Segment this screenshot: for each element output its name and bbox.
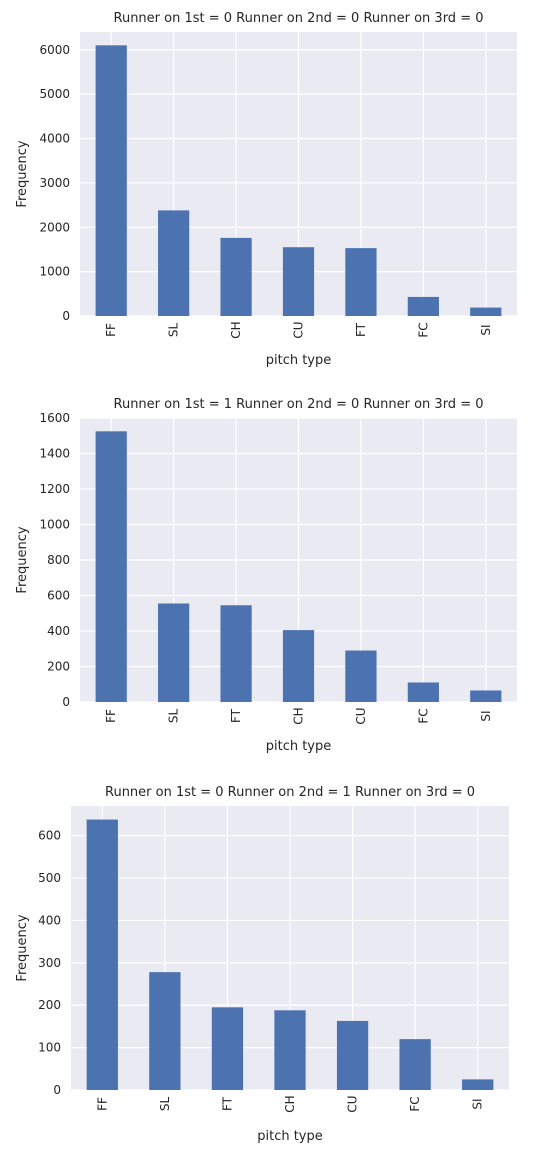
chart-1-xtick-label: FC: [416, 322, 430, 337]
chart-2-ytick-label: 1400: [39, 447, 70, 461]
chart-1-xtick-label: CU: [292, 321, 306, 338]
chart-1-ytick-label: 4000: [39, 132, 70, 146]
chart-1-ytick-label: 6000: [39, 43, 70, 57]
chart-2-ytick-label: 1200: [39, 482, 70, 496]
chart-3-ytick-label: 200: [38, 998, 61, 1012]
chart-2-ytick-label: 1600: [39, 411, 70, 425]
chart-2-xtick-label: SI: [479, 710, 493, 721]
chart-1-xlabel: pitch type: [266, 353, 332, 368]
chart-1-bar-fc: [407, 296, 439, 316]
chart-3-xtick-label: SL: [158, 1097, 172, 1112]
chart-3: 0 100 200 300 400 500 600 FF SL FT CH CU FC SI Runner …: [15, 785, 509, 1144]
chart-2-xtick-label: FF: [104, 709, 118, 723]
chart-1: 0 1000 2000 3000 4000 5000 6000 FF SL CH CU FT FC SI R…: [15, 11, 517, 368]
chart-1-bar-si: [470, 307, 502, 316]
chart-2-bar-cu: [345, 650, 377, 702]
chart-2-bar-ch: [282, 630, 315, 702]
chart-2-xtick-label: FC: [416, 708, 430, 723]
chart-1-xtick-label: SL: [167, 323, 181, 338]
chart-2-xtick-label: SL: [167, 709, 181, 724]
chart-3-bar-ft: [211, 1007, 244, 1090]
chart-2-bar-sl: [158, 603, 190, 702]
chart-2-bar-ff: [95, 431, 127, 702]
chart-3-xtick-label: FF: [95, 1097, 109, 1111]
chart-1-ytick-label: 0: [62, 309, 70, 323]
chart-1-xtick-label: FT: [354, 322, 368, 337]
chart-3-title: Runner on 1st = 0 Runner on 2nd = 1 Runn…: [105, 785, 475, 800]
chart-2-bar-ft: [220, 605, 252, 702]
chart-1-ytick-label: 2000: [39, 220, 70, 234]
chart-3-xtick-label: CH: [283, 1095, 297, 1112]
chart-1-bar-cu: [282, 247, 315, 316]
chart-1-bar-sl: [158, 210, 190, 316]
chart-2-ytick-label: 800: [47, 553, 70, 567]
chart-3-ytick-label: 400: [38, 913, 61, 927]
chart-2-title: Runner on 1st = 1 Runner on 2nd = 0 Runn…: [114, 397, 484, 412]
chart-3-bar-si: [462, 1079, 494, 1090]
chart-2-bar-fc: [407, 682, 439, 702]
chart-2: 0 200 400 600 800 1000 1200 1400 1600 FF SL FT CH CU F…: [15, 397, 517, 754]
chart-3-xlabel: pitch type: [257, 1129, 323, 1144]
chart-3-ytick-label: 100: [38, 1041, 61, 1055]
chart-3-bar-ch: [274, 1010, 306, 1090]
chart-1-xtick-label: CH: [229, 321, 243, 338]
chart-2-ylabel: Frequency: [15, 526, 30, 593]
chart-2-xtick-label: CH: [292, 707, 306, 724]
chart-2-ytick-label: 200: [47, 660, 70, 674]
chart-3-xtick-label: FT: [220, 1096, 234, 1111]
chart-2-xlabel: pitch type: [266, 739, 332, 754]
chart-3-bar-ff: [86, 819, 118, 1090]
chart-3-ytick-label: 300: [38, 956, 61, 970]
chart-3-bar-fc: [399, 1039, 431, 1090]
chart-1-xtick-label: SI: [479, 324, 493, 335]
chart-2-ytick-label: 400: [47, 624, 70, 638]
chart-2-ytick-label: 600: [47, 589, 70, 603]
chart-1-bar-ff: [95, 45, 127, 316]
chart-3-ytick-label: 600: [38, 829, 61, 843]
chart-2-bar-si: [470, 690, 502, 702]
chart-2-ytick-label: 1000: [39, 518, 70, 532]
chart-1-title: Runner on 1st = 0 Runner on 2nd = 0 Runn…: [114, 11, 484, 26]
chart-2-xtick-label: FT: [229, 708, 243, 723]
chart-3-xtick-label: SI: [471, 1098, 485, 1109]
chart-1-bar-ch: [220, 237, 252, 316]
chart-3-ylabel: Frequency: [15, 914, 30, 981]
chart-3-ytick-label: 0: [53, 1083, 61, 1097]
chart-3-xtick-label: CU: [346, 1095, 360, 1112]
chart-3-bar-sl: [149, 972, 181, 1090]
chart-1-xtick-label: FF: [104, 323, 118, 337]
chart-1-ytick-label: 3000: [39, 176, 70, 190]
chart-2-ytick-label: 0: [62, 695, 70, 709]
chart-1-ytick-label: 1000: [39, 265, 70, 279]
chart-3-bar-cu: [336, 1020, 369, 1090]
chart-1-ylabel: Frequency: [15, 140, 30, 207]
chart-3-ytick-label: 500: [38, 871, 61, 885]
chart-3-xtick-label: FC: [408, 1096, 422, 1111]
chart-1-bar-ft: [345, 248, 377, 316]
chart-2-xtick-label: CU: [354, 707, 368, 724]
chart-1-ytick-label: 5000: [39, 87, 70, 101]
